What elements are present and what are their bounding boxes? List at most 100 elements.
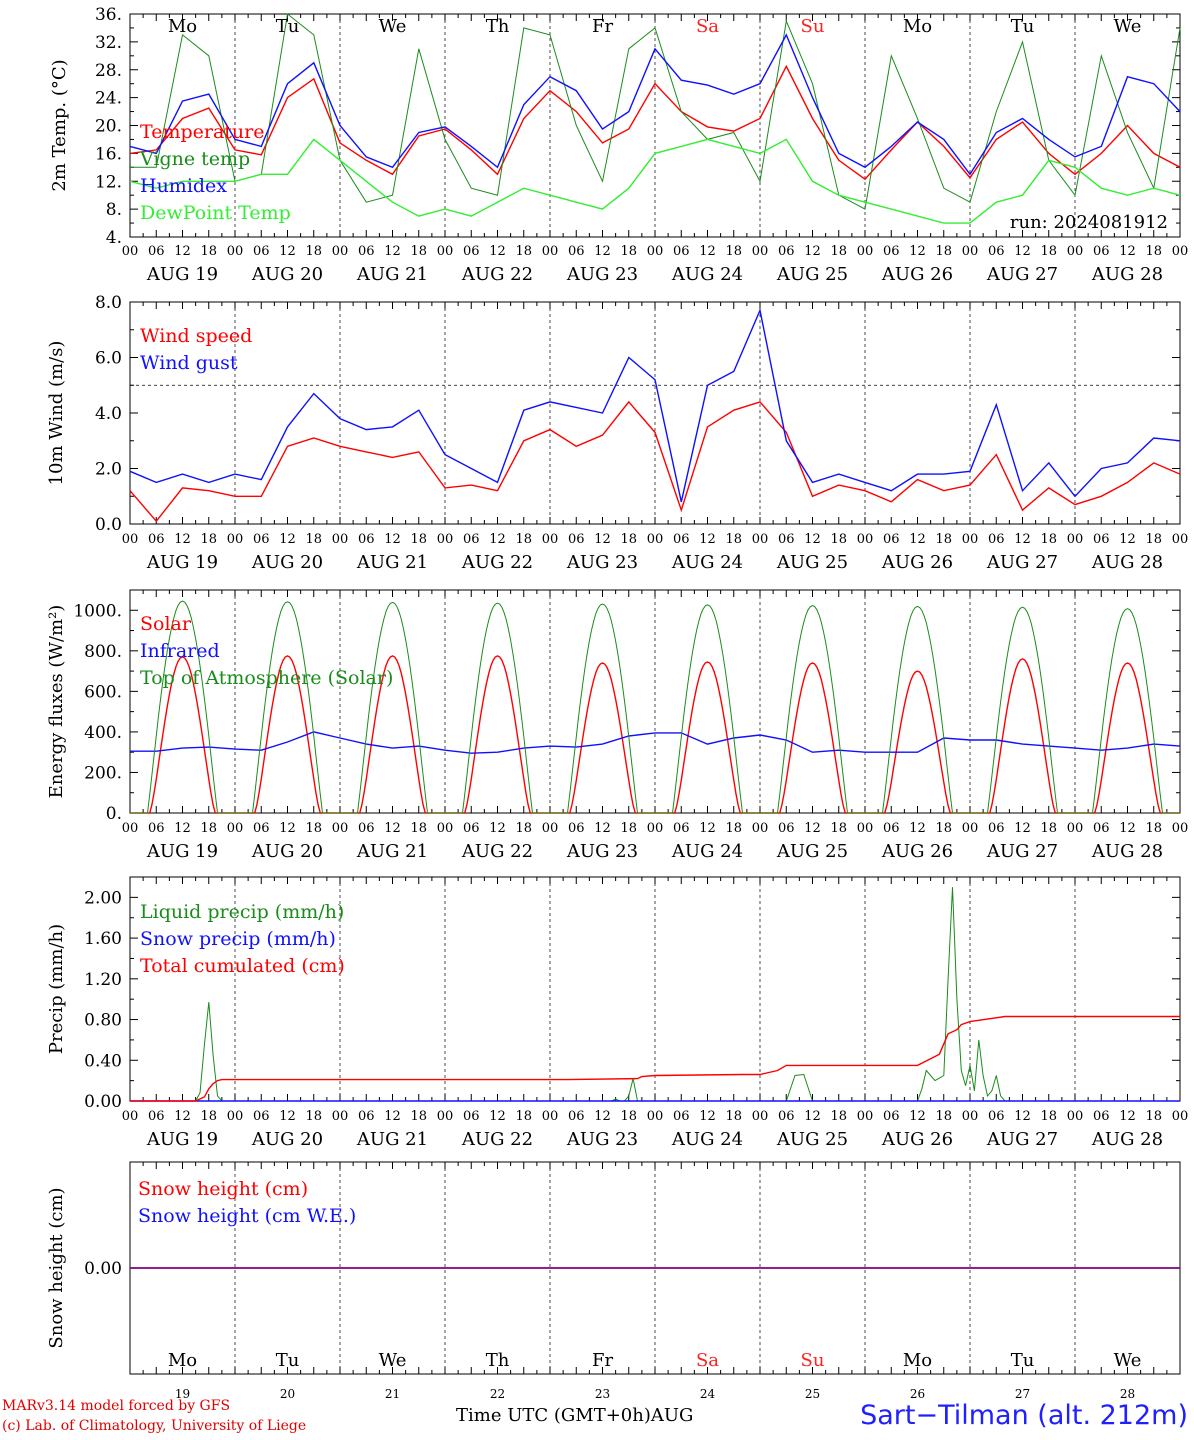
y-tick-label: 8.0: [95, 293, 122, 313]
day-name: Tu: [1011, 1350, 1035, 1371]
hour-tick-label: 00: [542, 821, 559, 836]
hour-tick-label: 18: [725, 821, 742, 836]
date-label: AUG 23: [566, 1129, 638, 1150]
y-tick-label: 4.: [106, 228, 122, 248]
hour-tick-label: 06: [673, 532, 690, 547]
hour-tick-label: 12: [804, 1109, 821, 1124]
hour-tick-label: 00: [647, 1109, 664, 1124]
hour-tick-label: 12: [489, 1109, 506, 1124]
legend-entry: Snow height (cm): [138, 1178, 308, 1200]
hour-tick-label: 00: [122, 821, 139, 836]
hour-tick-label: 12: [909, 1109, 926, 1124]
series-line: [130, 600, 1180, 814]
hour-tick-label: 06: [568, 244, 585, 259]
hour-tick-label: 00: [542, 1109, 559, 1124]
hour-tick-label: 12: [804, 532, 821, 547]
day-name: Su: [801, 16, 825, 37]
hour-tick-label: 12: [594, 244, 611, 259]
date-label: AUG 19: [146, 552, 218, 573]
hour-tick-label: 06: [148, 244, 165, 259]
y-axis-label: 2m Temp. (°C): [49, 59, 70, 191]
hour-tick-label: 12: [384, 1109, 401, 1124]
date-label: AUG 24: [671, 1129, 743, 1150]
date-label: AUG 25: [776, 264, 848, 285]
day-number: 28: [1120, 1387, 1135, 1401]
y-tick-label: 0.80: [84, 1011, 122, 1031]
y-tick-label: 12.: [95, 172, 122, 192]
hour-tick-label: 06: [358, 1109, 375, 1124]
date-label: AUG 22: [461, 552, 533, 573]
hour-tick-label: 18: [515, 244, 532, 259]
date-label: AUG 19: [146, 264, 218, 285]
hour-tick-label: 12: [279, 244, 296, 259]
date-label: AUG 24: [671, 264, 743, 285]
day-name: Th: [486, 1350, 510, 1371]
hour-tick-label: 00: [122, 244, 139, 259]
hour-tick-label: 00: [122, 1109, 139, 1124]
legend-entry: Temperature: [140, 121, 264, 143]
legend-entry: Liquid precip (mm/h): [140, 901, 344, 923]
date-label: AUG 27: [986, 841, 1058, 862]
legend-entry: Infrared: [140, 640, 220, 662]
hour-tick-label: 12: [384, 244, 401, 259]
date-label: AUG 25: [776, 841, 848, 862]
date-label: AUG 22: [461, 841, 533, 862]
date-label: AUG 28: [1091, 841, 1163, 862]
legend-entry: Vigne temp: [139, 148, 250, 170]
hour-tick-label: 06: [673, 821, 690, 836]
date-label: AUG 21: [356, 552, 428, 573]
hour-tick-label: 12: [699, 532, 716, 547]
hour-tick-label: 06: [988, 244, 1005, 259]
hour-tick-label: 12: [699, 244, 716, 259]
legend-entry: Total cumulated (cm): [140, 955, 345, 977]
hour-tick-label: 00: [437, 532, 454, 547]
y-tick-label: 0.0: [95, 515, 122, 535]
date-label: AUG 20: [251, 841, 323, 862]
hour-tick-label: 06: [148, 532, 165, 547]
hour-tick-label: 06: [988, 821, 1005, 836]
legend-entry: Wind speed: [140, 325, 252, 347]
hour-tick-label: 06: [253, 244, 270, 259]
hour-tick-label: 06: [358, 244, 375, 259]
series-line: [130, 731, 1181, 754]
date-label: AUG 23: [566, 552, 638, 573]
hour-tick-label: 18: [935, 821, 952, 836]
hour-tick-label: 00: [647, 244, 664, 259]
hour-tick-label: 00: [332, 244, 349, 259]
hour-tick-label: 18: [305, 244, 322, 259]
month-label: AUG: [650, 1405, 694, 1426]
date-label: AUG 20: [251, 264, 323, 285]
y-tick-label: 0.00: [84, 1092, 122, 1112]
hour-tick-label: 06: [253, 1109, 270, 1124]
y-tick-label: 20.: [95, 117, 122, 137]
hour-tick-label: 12: [594, 821, 611, 836]
hour-tick-label: 18: [830, 532, 847, 547]
hour-tick-label: 18: [1040, 821, 1057, 836]
hour-tick-label: 18: [410, 532, 427, 547]
hour-tick-label: 00: [752, 244, 769, 259]
station-label: Sart−Tilman (alt. 212m): [860, 1400, 1188, 1431]
hour-tick-label: 00: [1172, 1109, 1189, 1124]
day-number: 23: [595, 1387, 610, 1401]
day-name: We: [379, 16, 407, 37]
day-name: Sa: [696, 16, 719, 37]
y-tick-label: 16.: [95, 144, 122, 164]
hour-tick-label: 06: [1093, 821, 1110, 836]
date-label: AUG 23: [566, 841, 638, 862]
hour-tick-label: 18: [830, 821, 847, 836]
hour-tick-label: 00: [752, 1109, 769, 1124]
hour-tick-label: 12: [1014, 821, 1031, 836]
hour-tick-label: 18: [830, 244, 847, 259]
day-number: 19: [175, 1387, 190, 1401]
y-tick-label: 4.0: [95, 404, 122, 424]
hour-tick-label: 12: [804, 821, 821, 836]
y-tick-label: 28.: [95, 61, 122, 81]
hour-tick-label: 00: [752, 821, 769, 836]
hour-tick-label: 00: [1067, 244, 1084, 259]
hour-tick-label: 00: [962, 1109, 979, 1124]
hour-tick-label: 00: [1172, 821, 1189, 836]
hour-tick-label: 00: [227, 532, 244, 547]
hour-tick-label: 06: [778, 821, 795, 836]
time-axis-caption: Time UTC (GMT+0h)AUG: [456, 1405, 693, 1426]
date-label: AUG 25: [776, 552, 848, 573]
